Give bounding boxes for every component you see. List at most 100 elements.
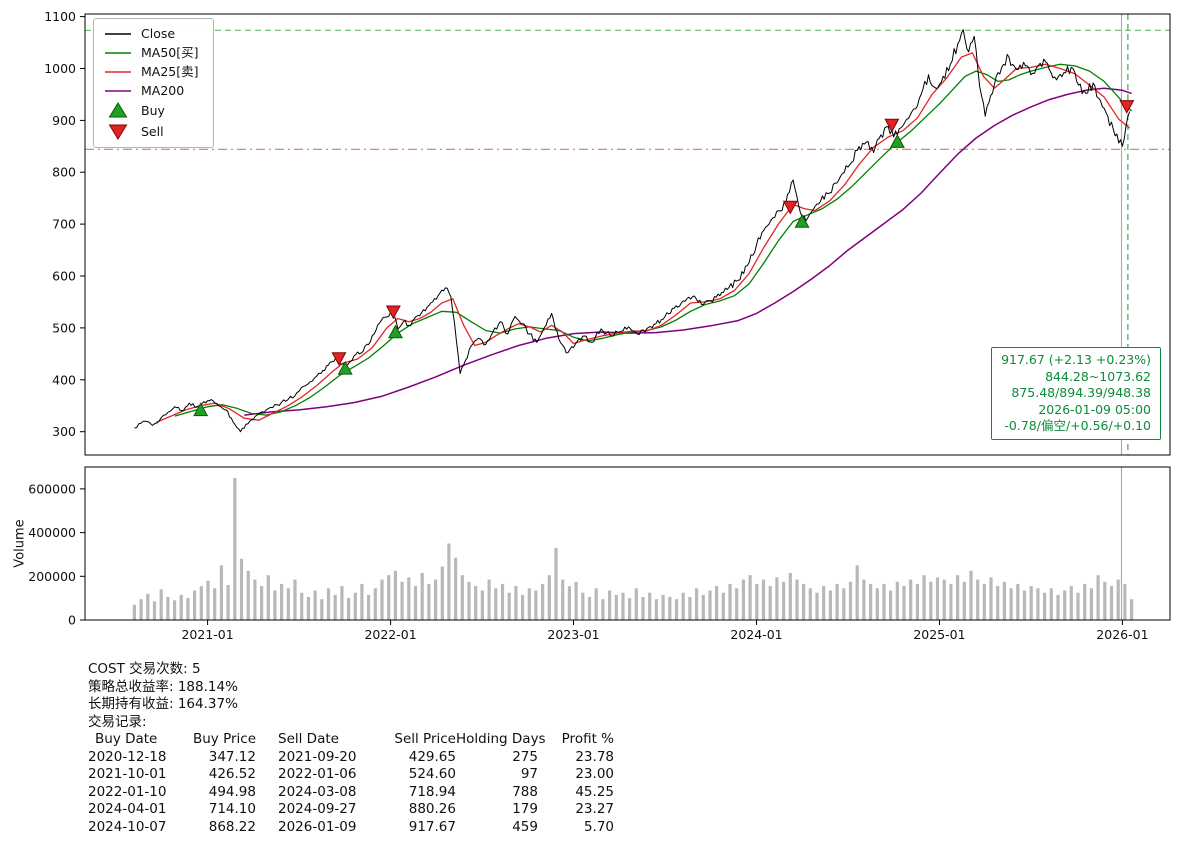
ma50-line-icon: [105, 51, 131, 54]
col-holding-days: Holding Days: [456, 731, 546, 747]
tick-label: 1100: [44, 9, 76, 24]
reference-hlines: [85, 29, 1170, 150]
legend-entry-sell: Sell: [103, 122, 199, 141]
quote-annotation-box: 917.67 (+2.13 +0.23%) 844.28~1073.62 875…: [991, 347, 1161, 440]
ma200-line-icon: [105, 89, 131, 92]
tick-label: 200000: [28, 569, 76, 584]
summary-trade-count: COST 交易次数: 5: [88, 661, 201, 677]
trade-cell: 23.78: [575, 748, 614, 765]
tick-label: 600: [52, 269, 76, 284]
trade-cell: 714.10: [208, 801, 256, 817]
tick-label: 2022-01: [364, 627, 416, 642]
summary-strategy-return: 策略总收益率: 188.14%: [88, 678, 238, 695]
legend-label-ma25: MA25[卖]: [141, 63, 199, 79]
trade-cell: 2022-01-06: [278, 766, 357, 782]
ma25-line-icon: [105, 70, 131, 73]
trade-row: 2022-01-10 494.98 2024-03-08 718.94 788 45.25: [88, 784, 614, 802]
legend-entry-buy: Buy: [103, 101, 199, 120]
close-line-icon: [105, 32, 131, 35]
tick-label: 900: [52, 113, 76, 128]
annotation-ma-values: 875.48/894.39/948.38: [1011, 385, 1151, 400]
trades-header-row: Buy Date Buy Price Sell Date Sell Price …: [88, 731, 614, 749]
ma50-line: [174, 63, 1133, 417]
trade-cell: 97: [520, 766, 538, 782]
trade-cell: 347.12: [208, 748, 256, 765]
price-volume-plot: 300 400 500 600 700 800 900 1000 1100 0 200000 4000…: [28, 9, 1171, 642]
tick-label: 2026-01: [1096, 627, 1148, 642]
chart-legend: Close MA50[买] MA25[卖] MA200 Buy Sell: [93, 18, 214, 148]
col-sell-date: Sell Date: [278, 731, 339, 747]
tick-label: 700: [52, 217, 76, 232]
tick-label: 800: [52, 165, 76, 180]
trade-row: 2021-10-01 426.52 2022-01-06 524.60 97 23.00: [88, 766, 614, 784]
annotation-price-change: 917.67 (+2.13 +0.23%): [1001, 352, 1151, 367]
trade-cell: 2021-09-20: [278, 748, 357, 765]
trade-cell: 917.67: [408, 818, 456, 835]
tick-label: 500: [52, 320, 76, 335]
trade-cell: 45.25: [575, 783, 614, 800]
tick-label: 2023-01: [547, 627, 599, 642]
trades-rows: 2020-12-18 347.12 2021-09-20 429.65 275 23.78…: [88, 749, 614, 837]
tick-label: 2021-01: [181, 627, 233, 642]
trade-cell: 275: [512, 748, 538, 765]
trade-cell: 459: [512, 818, 538, 835]
tick-label: 2025-01: [913, 627, 965, 642]
tick-label: 300: [52, 424, 76, 439]
trade-cell: 429.65: [408, 748, 456, 765]
col-sell-price: Sell Price: [394, 731, 456, 747]
trade-cell: 788: [512, 783, 538, 800]
trade-cell: 5.70: [583, 818, 614, 835]
legend-entry-ma200: MA200: [103, 82, 199, 99]
tick-label: 2024-01: [730, 627, 782, 642]
close-line: [134, 29, 1131, 433]
legend-label-close: Close: [141, 25, 176, 41]
trade-cell: 2026-01-09: [278, 818, 357, 835]
trade-cell: 2024-04-01: [88, 801, 167, 817]
buy-markers: [193, 134, 905, 417]
volume-axis-label: Volume: [12, 519, 28, 568]
legend-label-ma50: MA50[买]: [141, 44, 199, 60]
trade-cell: 2024-10-07: [88, 818, 167, 835]
ma25-line: [156, 52, 1131, 423]
axes-frames: [84, 13, 1171, 621]
col-profit: Profit %: [561, 731, 614, 747]
chart-area: 300 400 500 600 700 800 900 1000 1100 0 200000 4000…: [12, 9, 1171, 642]
sell-markers: [331, 100, 1135, 367]
trade-cell: 2024-09-27: [278, 801, 357, 817]
strategy-summary: COST 交易次数: 5 策略总收益率: 188.14% 长期持有收益: 164…: [88, 661, 614, 836]
legend-label-ma200: MA200: [141, 82, 185, 98]
legend-label-sell: Sell: [141, 123, 164, 139]
summary-trades-title: 交易记录:: [88, 713, 147, 730]
col-buy-price: Buy Price: [192, 731, 256, 747]
annotation-timestamp: 2026-01-09 05:00: [1038, 401, 1151, 417]
trade-cell: 2024-03-08: [278, 783, 357, 800]
trade-cell: 718.94: [408, 783, 456, 800]
tick-label: 0: [68, 613, 76, 628]
trade-cell: 494.98: [208, 783, 256, 800]
trade-cell: 23.00: [575, 766, 614, 782]
trade-row: 2024-04-01 714.10 2024-09-27 880.26 179 23.27: [88, 801, 614, 819]
col-buy-date: Buy Date: [95, 731, 158, 747]
trade-cell: 524.60: [408, 766, 456, 782]
tick-label: 1000: [44, 61, 76, 76]
annotation-bias: -0.78/偏空/+0.56/+0.10: [1004, 418, 1151, 433]
summary-hold-return: 长期持有收益: 164.37%: [88, 696, 238, 712]
trade-row: 2020-12-18 347.12 2021-09-20 429.65 275 23.78: [88, 749, 614, 767]
sell-triangle-icon: [108, 124, 128, 140]
trade-cell: 2022-01-10: [88, 783, 167, 800]
axis-ticks: 300 400 500 600 700 800 900 1000 1100 0 200000 4000…: [28, 9, 1148, 642]
volume-bars: [132, 477, 1134, 621]
trade-cell: 23.27: [575, 801, 614, 817]
trade-cell: 426.52: [208, 766, 256, 782]
trade-cell: 179: [512, 801, 538, 817]
tick-label: 400: [52, 372, 76, 387]
annotation-range: 844.28~1073.62: [1045, 368, 1151, 384]
buy-triangle-icon: [108, 102, 128, 118]
legend-entry-ma50: MA50[买]: [103, 44, 199, 61]
trade-cell: 2021-10-01: [88, 766, 167, 782]
legend-entry-close: Close: [103, 25, 199, 42]
legend-label-buy: Buy: [141, 102, 165, 118]
trade-row: 2024-10-07 868.22 2026-01-09 917.67 459 5.70: [88, 819, 614, 837]
tick-label: 600000: [28, 481, 76, 496]
